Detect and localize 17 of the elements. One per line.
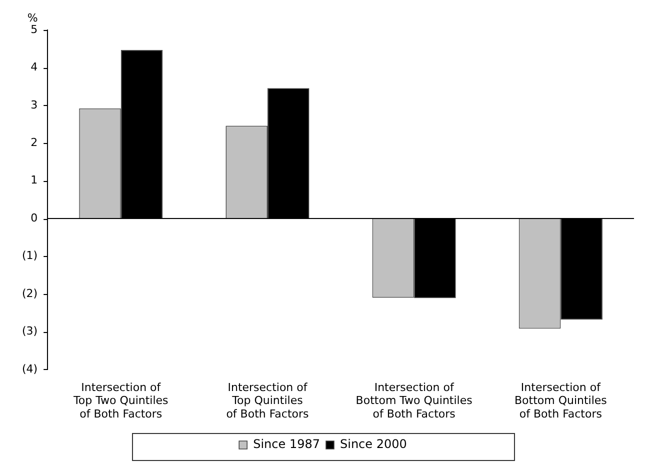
y-tick-label: 0 — [30, 211, 38, 224]
y-tick-label: (4) — [22, 362, 38, 376]
x-tick-label: Intersection of Bottom Two Quintiles of Both Factors — [356, 380, 473, 420]
legend-label: Since 2000 — [340, 437, 407, 452]
x-tick-label: Intersection of Bottom Quintiles of Both Factors — [514, 380, 608, 420]
y-axis-title: % — [27, 11, 38, 24]
x-tick-label: Intersection of Top Two Quintiles of Both Factors — [72, 380, 169, 420]
y-tick-label: (1) — [22, 249, 38, 262]
y-tick-label: 2 — [30, 136, 38, 149]
y-tick-label: 1 — [30, 174, 38, 187]
y-tick-label: 5 — [30, 22, 38, 36]
x-tick-label: Intersection of Top Quintiles of Both Factors — [226, 380, 310, 420]
y-tick-label: 3 — [30, 98, 38, 112]
y-tick-label: 4 — [30, 60, 38, 74]
legend-label: Since 1987 — [253, 437, 320, 452]
y-tick-label: (2) — [22, 286, 38, 300]
y-tick-label: (3) — [22, 324, 38, 338]
